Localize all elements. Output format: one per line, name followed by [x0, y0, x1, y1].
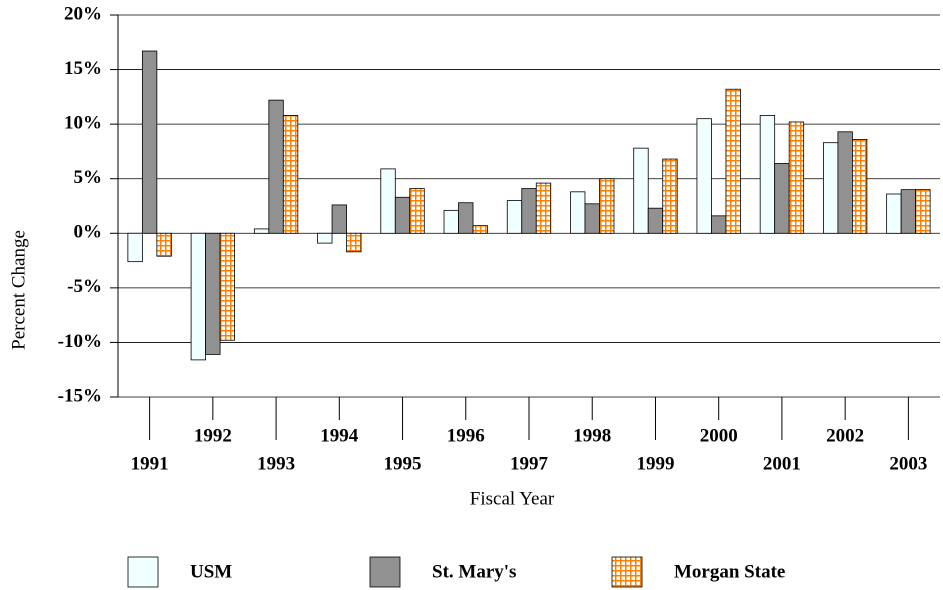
x-tick-label: 2001: [763, 453, 801, 474]
bar: [852, 139, 868, 234]
bar: [331, 204, 347, 234]
bar: [394, 196, 411, 234]
bar: [458, 202, 474, 234]
bar: [647, 207, 664, 234]
bar: [837, 131, 853, 234]
x-tick-label: 1992: [194, 425, 232, 446]
legend-swatch: [127, 556, 159, 588]
bar: [141, 50, 158, 234]
bar: [759, 115, 776, 234]
legend-swatch: [611, 556, 643, 588]
legend-label: St. Mary's: [432, 561, 516, 582]
bar: [535, 182, 552, 234]
y-tick-label: 20%: [64, 3, 102, 24]
legend-label: USM: [190, 561, 232, 582]
x-tick-label: 2003: [889, 453, 927, 474]
bar: [633, 147, 649, 234]
x-tick-label: 1991: [131, 453, 169, 474]
bar: [823, 142, 839, 234]
y-tick-label: 5%: [74, 167, 103, 188]
bar: [506, 200, 523, 234]
x-tick-label: 1997: [510, 453, 549, 474]
bar: [268, 99, 284, 234]
bar: [788, 121, 805, 234]
bar: [472, 225, 488, 234]
bar: [127, 232, 143, 263]
y-tick-label: 15%: [64, 58, 102, 79]
bar: [725, 88, 741, 234]
legend-label: Morgan State: [674, 561, 785, 582]
x-tick-label: 1998: [573, 425, 611, 446]
x-tick-label: 1996: [447, 425, 485, 446]
bar: [696, 118, 712, 234]
bar: [443, 209, 459, 234]
bar: [662, 158, 678, 234]
bar: [521, 188, 537, 234]
bar: [599, 178, 615, 234]
bar: [205, 232, 221, 355]
x-tick-label: 1993: [257, 453, 295, 474]
bar: [253, 228, 270, 234]
bar: [915, 189, 931, 234]
bar: [409, 188, 425, 234]
bar: [584, 203, 600, 234]
bar: [219, 232, 235, 341]
x-tick-label: 1994: [320, 425, 359, 446]
y-axis-label: Percent Change: [8, 230, 29, 350]
bar: [156, 232, 172, 257]
y-tick-label: 10%: [64, 113, 102, 134]
bar: [282, 115, 299, 234]
x-tick-label: 2000: [700, 425, 738, 446]
y-tick-label: -15%: [58, 385, 102, 406]
bar: [900, 189, 917, 234]
y-tick-label: 0%: [74, 222, 103, 243]
legend-swatch: [369, 556, 401, 588]
bar: [380, 168, 396, 234]
y-tick-label: -10%: [58, 331, 102, 352]
bar: [774, 163, 790, 234]
x-axis-label: Fiscal Year: [470, 488, 555, 509]
bar: [570, 191, 586, 234]
bar: [317, 232, 333, 244]
y-tick-label: -5%: [67, 276, 102, 297]
bar: [886, 193, 902, 234]
x-tick-label: 1999: [636, 453, 674, 474]
bar: [346, 232, 362, 253]
bar: [190, 232, 206, 361]
bar: [711, 215, 727, 234]
x-tick-label: 2002: [826, 425, 864, 446]
x-tick-label: 1995: [384, 453, 422, 474]
